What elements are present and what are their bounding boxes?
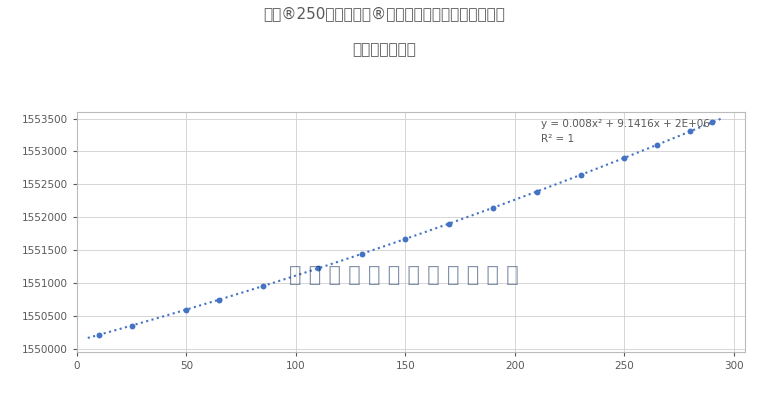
- Point: [618, 155, 631, 161]
- Point: [312, 265, 324, 272]
- Point: [684, 128, 697, 135]
- Point: [257, 283, 269, 289]
- Text: 北 京 大 成 永 盛 科 技 有 限 公 司: 北 京 大 成 永 盛 科 技 有 限 公 司: [290, 265, 519, 285]
- Point: [213, 296, 225, 303]
- Text: y = 0.008x² + 9.1416x + 2E+06
R² = 1: y = 0.008x² + 9.1416x + 2E+06 R² = 1: [541, 119, 710, 144]
- Point: [93, 332, 105, 338]
- Point: [706, 119, 718, 126]
- Point: [180, 306, 193, 313]
- Point: [443, 220, 455, 227]
- Point: [574, 172, 587, 178]
- Point: [487, 204, 499, 211]
- Point: [125, 322, 137, 329]
- Point: [531, 188, 543, 195]
- Point: [651, 142, 664, 148]
- Text: 北诺®250摄氏度毛细®无缭钐管光纤光栅温度传感器: 北诺®250摄氏度毛细®无缭钐管光纤光栅温度传感器: [263, 6, 505, 21]
- Point: [399, 236, 412, 242]
- Text: 波长温度实测图: 波长温度实测图: [352, 42, 416, 57]
- Point: [356, 251, 368, 257]
